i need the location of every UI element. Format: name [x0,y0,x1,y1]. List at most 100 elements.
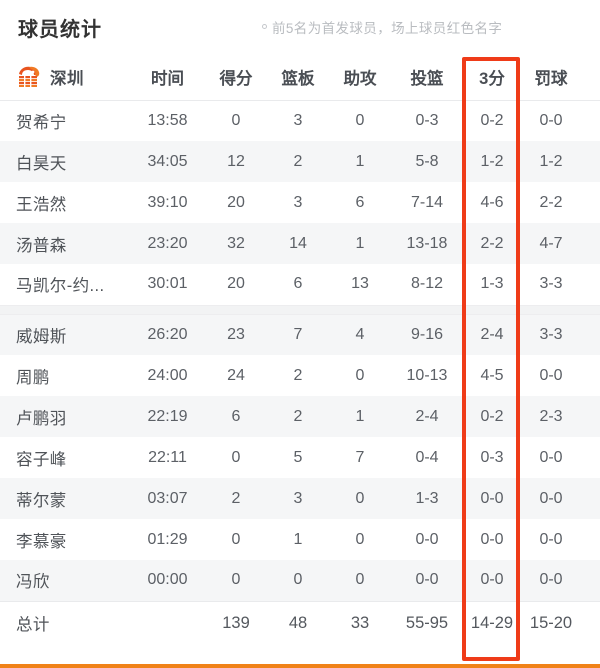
total-cell-reb: 48 [267,600,329,645]
total-cell-time [130,600,205,645]
cell-ft: 0-0 [521,519,581,560]
total-cell-pts: 139 [205,600,267,645]
cell-reb: 7 [267,314,329,355]
table-row[interactable]: 王浩然 39:10 20 3 6 7-14 4-6 2-2 [0,182,600,223]
cell-reb: 3 [267,182,329,223]
cell-pts: 12 [205,141,267,182]
player-name-cell[interactable]: 容子峰 [0,437,130,478]
table-row[interactable]: 威姆斯 26:20 23 7 4 9-16 2-4 3-3 [0,314,600,355]
column-header-points[interactable]: 得分 [205,55,267,101]
shenzhen-team-logo-icon [19,66,40,88]
cell-pts: 23 [205,314,267,355]
column-header-assists[interactable]: 助攻 [329,55,391,101]
column-header-free-throws[interactable]: 罚球 [521,55,581,101]
cell-tp: 0-3 [463,437,521,478]
column-header-rebounds[interactable]: 篮板 [267,55,329,101]
cell-tp: 1-2 [463,141,521,182]
cell-time: 13:58 [130,100,205,141]
table-row[interactable]: 卢鹏羽 22:19 6 2 1 2-4 0-2 2-3 [0,396,600,437]
player-name-cell[interactable]: 卢鹏羽 [0,396,130,437]
cell-pts: 20 [205,264,267,305]
cell-ft: 0-0 [521,355,581,396]
cell-last [581,560,600,601]
stats-table-wrapper[interactable]: 深圳 时间 得分 篮板 助攻 投篮 3分 罚球 抢 贺希宁13:580300-3… [0,55,600,645]
column-header-field-goals[interactable]: 投篮 [391,55,463,101]
diamond-bullet-icon [262,23,267,29]
cell-time: 22:11 [130,437,205,478]
cell-reb: 2 [267,141,329,182]
table-row[interactable]: 容子峰 22:11 0 5 7 0-4 0-3 0-0 [0,437,600,478]
table-row[interactable]: 冯欣 00:00 0 0 0 0-0 0-0 0-0 [0,560,600,601]
starters-separator-row [0,304,600,315]
player-name-cell[interactable]: 李慕豪 [0,519,130,560]
cell-tp: 1-3 [463,264,521,305]
cell-ast: 1 [329,141,391,182]
player-name-cell[interactable]: 蒂尔蒙 [0,478,130,519]
table-row[interactable]: 蒂尔蒙 03:07 2 3 0 1-3 0-0 0-0 [0,478,600,519]
column-header-three-pointers[interactable]: 3分 [463,55,521,101]
player-name-cell[interactable]: 王浩然 [0,182,130,223]
cell-ast: 0 [329,560,391,601]
cell-ast: 0 [329,355,391,396]
cell-tp: 0-2 [463,396,521,437]
column-header-time[interactable]: 时间 [130,55,205,101]
cell-last [581,396,600,437]
player-stats-table: 深圳 时间 得分 篮板 助攻 投篮 3分 罚球 抢 贺希宁13:580300-3… [0,55,600,645]
cell-time: 23:20 [130,223,205,264]
table-row[interactable]: 贺希宁 13:58 0 3 0 0-3 0-2 0-0 [0,100,600,141]
table-row[interactable]: 马凯尔-约... 30:01 20 6 13 8-12 1-3 3-3 [0,264,600,305]
cell-fg: 2-4 [391,396,463,437]
cell-reb: 3 [267,100,329,141]
cell-last [581,264,600,305]
table-row[interactable]: 汤普森 23:20 32 14 1 13-18 2-2 4-7 [0,223,600,264]
player-name-cell[interactable]: 周鹏 [0,355,130,396]
cell-ast: 0 [329,519,391,560]
table-row[interactable]: 白昊天 34:05 12 2 1 5-8 1-2 1-2 [0,141,600,182]
table-row[interactable]: 李慕豪 01:29 0 1 0 0-0 0-0 0-0 [0,519,600,560]
player-name-cell[interactable]: 汤普森 [0,223,130,264]
total-cell-last [581,600,600,645]
cell-pts: 0 [205,519,267,560]
cell-reb: 6 [267,264,329,305]
cell-tp: 2-2 [463,223,521,264]
cell-last [581,223,600,264]
column-header-team[interactable]: 深圳 [0,55,130,101]
column-header-steals[interactable]: 抢 [581,55,600,101]
cell-last [581,141,600,182]
cell-ft: 0-0 [521,560,581,601]
cell-ast: 0 [329,478,391,519]
cell-reb: 5 [267,437,329,478]
cell-fg: 8-12 [391,264,463,305]
starters-separator [0,304,600,315]
cell-ft: 1-2 [521,141,581,182]
cell-time: 22:19 [130,396,205,437]
player-name-cell[interactable]: 冯欣 [0,560,130,601]
cell-time: 26:20 [130,314,205,355]
cell-ft: 0-0 [521,478,581,519]
page-title: 球员统计 [18,19,102,41]
table-header: 深圳 时间 得分 篮板 助攻 投篮 3分 罚球 抢 [0,55,600,101]
cell-time: 34:05 [130,141,205,182]
cell-fg: 9-16 [391,314,463,355]
cell-fg: 1-3 [391,478,463,519]
cell-tp: 0-0 [463,478,521,519]
cell-tp: 0-2 [463,100,521,141]
player-name-cell[interactable]: 贺希宁 [0,100,130,141]
cell-fg: 0-0 [391,519,463,560]
title-bar: 球员统计 前5名为首发球员，场上球员红色名字 [0,0,600,55]
cell-pts: 32 [205,223,267,264]
cell-fg: 0-0 [391,560,463,601]
table-row[interactable]: 周鹏 24:00 24 2 0 10-13 4-5 0-0 [0,355,600,396]
player-name-cell[interactable]: 马凯尔-约... [0,264,130,305]
player-name-cell[interactable]: 威姆斯 [0,314,130,355]
cell-reb: 1 [267,519,329,560]
cell-ft: 4-7 [521,223,581,264]
cell-ast: 0 [329,100,391,141]
cell-pts: 0 [205,560,267,601]
total-cell-tp: 14-29 [463,600,521,645]
cell-ast: 1 [329,396,391,437]
cell-ast: 13 [329,264,391,305]
player-name-cell[interactable]: 白昊天 [0,141,130,182]
cell-last [581,519,600,560]
cell-pts: 0 [205,437,267,478]
